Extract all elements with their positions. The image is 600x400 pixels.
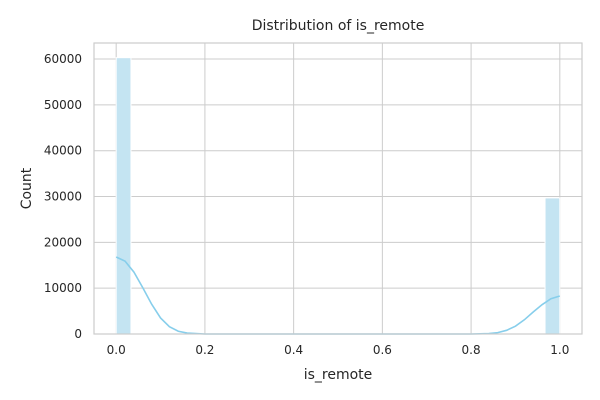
x-tick-label: 0.8 bbox=[462, 343, 481, 357]
x-tick-labels: 0.0 0.2 0.4 0.6 0.8 1.0 bbox=[107, 343, 570, 357]
grid bbox=[94, 43, 582, 335]
y-tick-label: 40000 bbox=[44, 144, 82, 158]
kde-curve bbox=[115, 256, 561, 335]
y-tick-labels: 0 10000 20000 30000 40000 50000 60000 bbox=[44, 52, 82, 341]
plot-frame bbox=[93, 42, 583, 335]
y-tick-label: 0 bbox=[74, 327, 82, 341]
y-tick-label: 60000 bbox=[44, 52, 82, 66]
x-tick-label: 0.0 bbox=[107, 343, 126, 357]
x-tick-label: 0.6 bbox=[373, 343, 392, 357]
chart-title: Distribution of is_remote bbox=[252, 18, 425, 34]
x-axis-label: is_remote bbox=[304, 367, 373, 383]
x-tick-label: 0.2 bbox=[195, 343, 214, 357]
x-tick-label: 1.0 bbox=[550, 343, 569, 357]
histogram-bar bbox=[544, 197, 561, 335]
histogram-bar bbox=[115, 57, 132, 335]
y-tick-label: 10000 bbox=[44, 281, 82, 295]
y-tick-label: 30000 bbox=[44, 190, 82, 204]
x-tick-label: 0.4 bbox=[284, 343, 303, 357]
y-tick-label: 50000 bbox=[44, 98, 82, 112]
y-axis-label: Count bbox=[19, 167, 35, 209]
kde-line bbox=[115, 256, 561, 335]
y-tick-label: 20000 bbox=[44, 235, 82, 249]
histogram-bars bbox=[115, 57, 561, 335]
